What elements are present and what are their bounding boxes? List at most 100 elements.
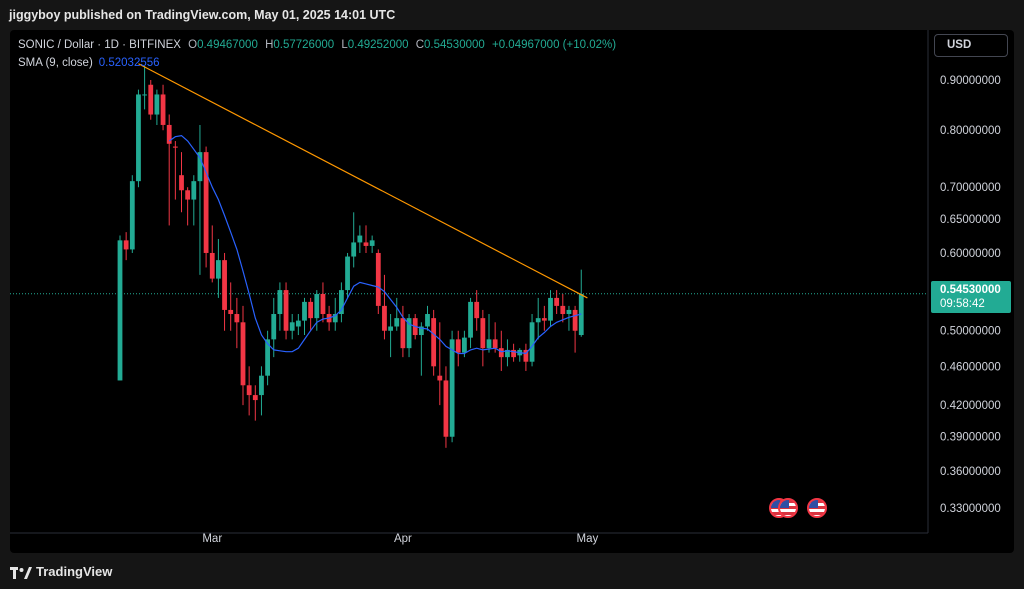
candle-body[interactable] [160,94,166,125]
candle-body[interactable] [505,349,510,358]
candle-body[interactable] [314,293,320,319]
candle-body[interactable] [117,240,123,381]
candle-body[interactable] [455,339,461,353]
candle-body[interactable] [216,260,221,279]
candle-body[interactable] [388,326,393,331]
y-tick-label: 0.42000000 [940,400,1001,412]
economic-events[interactable] [769,497,831,523]
candle-body[interactable] [203,152,209,253]
candle-body[interactable] [259,375,264,396]
close-value: 0.54530000 [424,39,485,51]
candle-body[interactable] [529,322,535,362]
candle-body[interactable] [277,290,283,315]
candle-body[interactable] [283,290,289,331]
y-tick-label: 0.50000000 [940,326,1001,338]
candle-body[interactable] [166,124,172,144]
candle-body[interactable] [535,318,541,323]
candle-body[interactable] [431,318,437,367]
candle-body[interactable] [449,339,455,437]
candle-body[interactable] [240,322,246,386]
candle-body[interactable] [541,318,547,321]
candle-body[interactable] [511,349,516,358]
candle-body[interactable] [191,181,197,200]
candle-body[interactable] [228,309,234,315]
candle-body[interactable] [492,339,498,349]
sma-line[interactable] [168,134,582,355]
candle-body[interactable] [394,318,400,327]
candle-body[interactable] [554,297,560,306]
us-flag-icon[interactable] [807,498,827,518]
candle-body[interactable] [351,242,357,257]
candle-body[interactable] [486,339,492,349]
y-tick-label: 0.46000000 [940,361,1001,373]
candle-body[interactable] [369,240,375,246]
candle-body[interactable] [222,260,227,310]
candle-body[interactable] [271,314,277,340]
candle-body[interactable] [425,314,430,327]
candle-body[interactable] [548,297,553,321]
currency-button[interactable]: USD [934,34,1008,57]
candle-body[interactable] [123,240,129,250]
candle-body[interactable] [142,94,147,96]
last-price-tag: 0.54530000 09:58:42 [931,281,1011,313]
descending-trendline[interactable] [138,63,588,299]
candle-body[interactable] [197,152,203,182]
publisher-line: jiggyboy published on TradingView.com, M… [9,8,396,22]
candle-body[interactable] [252,395,258,401]
candle-body[interactable] [148,84,154,115]
candle-body[interactable] [400,318,406,349]
sma-value: 0.52032556 [98,57,160,69]
candle-body[interactable] [375,252,381,306]
last-price-value: 0.54530000 [940,284,1001,296]
candle-body[interactable] [572,309,578,331]
candle-body[interactable] [498,348,504,358]
candle-body[interactable] [437,375,443,381]
candle-body[interactable] [154,94,160,115]
candle-body[interactable] [418,326,424,336]
candle-body[interactable] [320,293,326,315]
candle-body[interactable] [289,322,295,331]
candle-body[interactable] [406,318,412,349]
candle-body[interactable] [560,305,566,315]
candle-body[interactable] [234,314,240,323]
candle-body[interactable] [566,309,572,315]
candle-body[interactable] [523,349,529,362]
close-key: C [415,39,425,51]
candle-body[interactable] [345,256,350,291]
candle-body[interactable] [382,305,387,331]
y-tick-label: 0.80000000 [940,125,1001,137]
candle-body[interactable] [339,290,344,315]
brand-name: TradingView [36,564,113,579]
candle-body[interactable] [480,318,486,349]
bar-countdown: 09:58:42 [940,298,985,310]
candle-body[interactable] [443,380,449,437]
candle-body[interactable] [265,339,270,376]
y-tick-label: 0.33000000 [940,503,1001,515]
candle-body[interactable] [246,385,252,396]
candle-body[interactable] [332,314,338,323]
candle-body[interactable] [462,337,467,353]
candle-body[interactable] [474,301,480,319]
candle-body[interactable] [172,146,178,148]
candle-body[interactable] [308,301,314,319]
candle-body[interactable] [129,181,135,250]
y-tick-label: 0.39000000 [940,432,1001,444]
symbol-label[interactable]: SONIC / Dollar · 1D · BITFINEX [18,39,181,51]
candlestick-chart[interactable]: 0.90000000 0.80000000 0.70000000 0.65000000… [10,30,1014,553]
low-key: L [341,39,348,51]
us-flag-icon[interactable] [778,498,798,518]
tradingview-logo[interactable]: TradingView [10,562,112,582]
chart-pane[interactable]: 0.90000000 0.80000000 0.70000000 0.65000000… [10,30,1014,553]
candle-body[interactable] [302,301,307,321]
candle-body[interactable] [136,94,141,182]
candle-body[interactable] [185,190,191,200]
tradingview-logo-icon [10,566,32,579]
candle-body[interactable] [295,320,301,327]
chart-legend: SONIC / Dollar · 1D · BITFINEX O0.494670… [18,36,616,72]
sma-label[interactable]: SMA (9, close) [18,57,93,69]
candle-body[interactable] [357,235,363,243]
candle-body[interactable] [209,252,215,279]
candle-body[interactable] [468,301,473,338]
candle-body[interactable] [363,242,369,246]
candle-body[interactable] [179,175,184,191]
